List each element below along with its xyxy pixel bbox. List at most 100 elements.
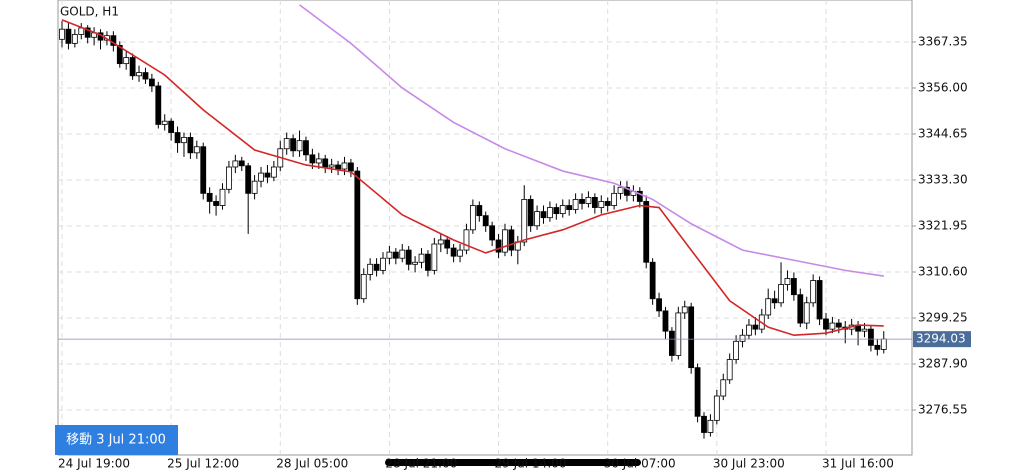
y-tick-label: 3287.90 xyxy=(918,357,968,371)
candle-body xyxy=(161,120,168,125)
candle-body xyxy=(380,257,386,271)
candle-body xyxy=(521,199,528,243)
x-tick-label: 30 Jul 07:00 xyxy=(604,457,676,471)
candle-body xyxy=(245,165,252,194)
candle-body xyxy=(835,322,842,328)
last-price-tag xyxy=(913,331,971,348)
y-tick-label: 3356.00 xyxy=(918,80,968,94)
candle-body xyxy=(579,199,585,204)
x-tick-label: 25 Jul 12:00 xyxy=(167,457,239,471)
candle-body xyxy=(649,261,656,300)
last-price-label: 3294.03 xyxy=(916,332,966,346)
candle-body xyxy=(290,138,297,152)
candle-body xyxy=(656,298,662,312)
y-tick-label: 3333.30 xyxy=(918,172,968,186)
candle-body xyxy=(264,172,271,178)
candle-body xyxy=(418,253,425,263)
candle-body xyxy=(790,278,797,296)
candle-body xyxy=(386,251,393,259)
candle-body xyxy=(84,27,91,38)
candle-body xyxy=(746,324,752,336)
candle-body xyxy=(258,172,264,182)
candle-body xyxy=(328,164,335,168)
x-tick-label: 29 Jul 14:00 xyxy=(495,457,567,471)
candle-body xyxy=(784,278,791,285)
candle-body xyxy=(861,328,868,332)
candle-body xyxy=(476,205,483,217)
candle-body xyxy=(283,138,290,150)
candle-body xyxy=(604,201,611,206)
candle-body xyxy=(636,190,643,202)
candle-body xyxy=(270,166,277,178)
candle-body xyxy=(187,137,194,154)
candle-body xyxy=(309,154,316,164)
moving-average xyxy=(61,19,884,337)
candle-body xyxy=(739,334,746,342)
y-tick-label: 3344.65 xyxy=(918,126,968,140)
y-tick-label: 3310.60 xyxy=(918,264,968,278)
scroll-bar[interactable] xyxy=(385,459,641,466)
candle-body xyxy=(489,225,496,241)
candle-body xyxy=(412,261,419,265)
candle-body xyxy=(816,280,823,320)
candle-body xyxy=(688,306,695,369)
candle-body xyxy=(669,330,675,356)
candle-body xyxy=(868,328,874,346)
candle-body xyxy=(707,419,714,433)
candle-body xyxy=(392,251,399,259)
candle-body xyxy=(547,207,553,219)
candle-body xyxy=(778,284,784,304)
jump-button[interactable] xyxy=(55,425,178,455)
candle-body xyxy=(148,78,155,87)
candle-body xyxy=(303,140,309,156)
candle-body xyxy=(78,27,85,35)
candle-body xyxy=(733,340,739,360)
x-tick-label: 28 Jul 05:00 xyxy=(276,457,348,471)
candle-body xyxy=(296,140,303,152)
candle-body xyxy=(527,199,534,227)
candle-body xyxy=(508,229,515,251)
candle-body xyxy=(681,306,688,314)
candle-body xyxy=(232,160,239,168)
candle-body xyxy=(238,160,245,167)
candle-body xyxy=(193,146,200,154)
candle-body xyxy=(142,72,149,80)
candle-body xyxy=(213,201,219,206)
candle-body xyxy=(566,205,573,210)
candle-body xyxy=(624,186,630,196)
candle-body xyxy=(469,205,476,231)
candle-body xyxy=(771,298,778,304)
candle-body xyxy=(611,192,618,206)
y-tick-label: 3276.55 xyxy=(918,403,968,417)
candle-body xyxy=(226,166,232,190)
candle-body xyxy=(123,57,130,65)
candle-body xyxy=(559,205,566,215)
candle-body xyxy=(810,280,817,304)
candle-body xyxy=(591,197,598,208)
jump-button-label[interactable]: 移動 3 Jul 21:00 xyxy=(66,433,166,448)
candle-body xyxy=(155,85,162,125)
candle-body xyxy=(399,249,406,259)
x-tick-label: 24 Jul 19:00 xyxy=(58,457,130,471)
candle-body xyxy=(829,322,836,330)
candle-body xyxy=(463,229,470,251)
candle-body xyxy=(694,367,701,417)
candle-body xyxy=(797,294,804,324)
candle-body xyxy=(662,310,669,332)
candle-body xyxy=(502,229,508,253)
candle-body xyxy=(65,28,72,44)
candle-body xyxy=(457,249,463,257)
candle-body xyxy=(752,324,759,330)
candle-body xyxy=(174,132,181,144)
candle-body xyxy=(701,415,707,433)
y-tick-label: 3299.25 xyxy=(918,310,968,324)
candle-body xyxy=(71,34,78,44)
candle-body xyxy=(553,207,560,215)
candle-body xyxy=(675,312,682,356)
candle-body xyxy=(181,137,187,144)
candle-body xyxy=(347,162,354,172)
candle-body xyxy=(341,162,348,170)
x-tick-label: 31 Jul 16:00 xyxy=(822,457,894,471)
candle-body xyxy=(572,199,579,210)
